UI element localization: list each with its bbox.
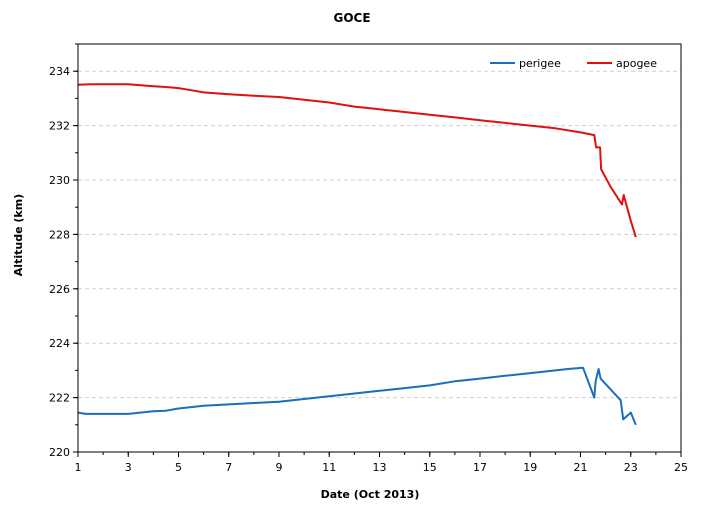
series-line-perigee (77, 366, 637, 426)
x-tick-label: 5 (175, 461, 182, 474)
y-axis-label: Altitude (km) (12, 194, 25, 276)
y-tick-label: 234 (49, 65, 70, 78)
series-line-apogee (77, 83, 637, 238)
chart-title: GOCE (333, 11, 370, 25)
x-axis: 1 3 5 7 9 11 13 15 17 19 21 23 25 (75, 452, 688, 474)
x-tick-label: 21 (574, 461, 588, 474)
x-tick-label: 15 (423, 461, 437, 474)
y-tick-label: 222 (49, 392, 70, 405)
x-tick-label: 3 (125, 461, 132, 474)
series-layer (77, 83, 637, 426)
y-tick-label: 220 (49, 446, 70, 459)
grid-lines (78, 70, 681, 399)
legend-label-apogee: apogee (616, 57, 657, 70)
x-tick-label: 13 (373, 461, 387, 474)
y-tick-label: 226 (49, 283, 70, 296)
x-tick-label: 25 (674, 461, 688, 474)
y-tick-label: 224 (49, 337, 70, 350)
y-axis: 220 222 224 226 228 230 232 234 (49, 43, 78, 459)
legend-label-perigee: perigee (519, 57, 561, 70)
x-tick-label: 19 (523, 461, 537, 474)
x-tick-label: 11 (322, 461, 336, 474)
y-tick-label: 230 (49, 174, 70, 187)
x-tick-label: 9 (276, 461, 283, 474)
y-tick-label: 228 (49, 228, 70, 241)
legend: perigee apogee (490, 57, 657, 70)
x-axis-label: Date (Oct 2013) (321, 488, 420, 501)
x-tick-label: 23 (624, 461, 638, 474)
x-tick-label: 17 (473, 461, 487, 474)
x-tick-label: 1 (75, 461, 82, 474)
y-tick-label: 232 (49, 120, 70, 133)
x-tick-label: 7 (225, 461, 232, 474)
